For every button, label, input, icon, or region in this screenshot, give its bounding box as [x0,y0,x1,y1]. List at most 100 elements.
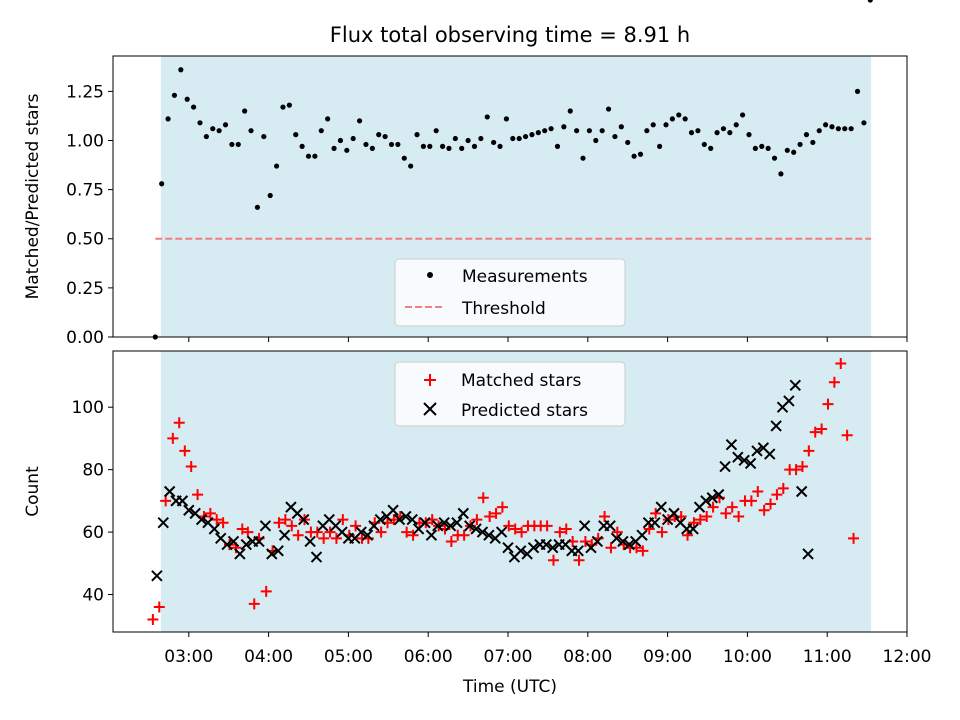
bottom-x-tick-label: 11:00 [803,647,852,667]
measurement-point [446,145,452,151]
measurement-point [293,132,299,138]
measurement-point [650,122,656,128]
measurement-point [369,145,375,151]
predicted-star-point [208,523,221,535]
bottom-x-axis-label: Time (UTC) [462,677,557,697]
measurement-point [503,116,510,122]
matched-star-point [292,529,304,541]
predicted-star-point [387,504,399,516]
legend-predicted-label: Predicted stars [461,401,588,421]
matched-star-point [573,554,585,566]
matched-star-point [217,517,229,529]
legend-measurements-marker [427,272,433,278]
matched-star-point [350,520,362,532]
matched-star-point [445,535,457,547]
bottom-legend: Matched stars Predicted stars [394,361,626,427]
predicted-star-point [655,501,667,513]
matched-star-point [496,501,508,513]
predicted-star-point [355,526,367,538]
predicted-star-point [649,517,661,529]
measurement-point [631,153,637,159]
matched-star-point [375,526,387,538]
measurement-point [695,128,701,134]
measurement-point [746,132,752,138]
matched-star-point [318,532,330,544]
matched-star-point [167,432,179,444]
matched-star-point [752,486,764,497]
measurement-point [235,141,241,148]
matched-star-point [637,545,649,557]
predicted-star-point [636,529,648,541]
measurement-point [784,147,790,153]
bottom-x-tick-label: 06:00 [404,647,453,667]
legend-measurements-label: Measurements [462,267,588,287]
measurement-point [190,104,197,110]
matched-star-point [260,585,272,597]
measurement-point [356,118,363,124]
measurement-point [848,126,854,132]
measurement-point [586,128,593,134]
matched-star-point [701,510,713,522]
predicted-star-point [451,517,463,529]
top-y-tick-label: 1.25 [66,82,104,102]
matched-star-point [707,501,719,513]
measurement-point [184,96,190,102]
measurement-point [171,92,178,98]
matched-star-point [579,535,591,547]
predicted-star-point [259,520,272,532]
predicted-star-point [546,541,559,554]
bottom-x-tick-label: 10:00 [723,647,772,667]
matched-star-point [211,514,223,526]
predicted-star-point [719,460,731,473]
matched-star-point [745,495,757,507]
predicted-star-point [240,538,252,551]
matched-star-point [796,461,808,473]
predicted-star-point [406,513,418,526]
legend-threshold-label: Threshold [461,299,546,319]
measurement-point [867,0,873,3]
predicted-star-point [604,520,616,532]
matched-star-point [407,529,419,541]
matched-star-point [248,598,260,610]
matched-star-point [765,498,777,510]
bottom-y-axis-label: Count [23,466,43,517]
matched-star-point [509,523,521,535]
top-y-tick-label: 1.00 [66,131,104,151]
matched-star-point [204,507,216,519]
matched-star-point [650,507,662,519]
matched-star-point [605,542,617,554]
matched-star-point [822,398,834,410]
predicted-star-point [432,520,444,532]
predicted-star-point [419,517,431,529]
predicted-star-point [617,535,629,548]
matched-star-point [324,526,336,538]
measurement-point [286,102,292,108]
predicted-star-point [393,513,406,526]
predicted-star-point [591,535,604,548]
predicted-star-point [783,395,795,407]
predicted-star-point [470,523,482,535]
measurement-point [497,143,503,149]
predicted-star-point [578,520,591,532]
predicted-star-point [444,520,457,532]
top-y-tick-label: 0.75 [66,181,104,201]
measurement-point [465,137,471,144]
predicted-star-point [425,529,438,541]
predicted-star-point [310,551,323,563]
measurement-point [561,124,567,130]
matched-star-point [311,526,323,538]
measurement-point [618,124,624,130]
predicted-star-point [304,535,316,548]
measurement-point [612,133,618,140]
predicted-star-point [789,379,801,392]
matched-star-point [720,507,732,519]
matched-star-point [337,514,349,526]
matched-star-point [147,614,159,626]
predicted-star-point [706,492,718,504]
predicted-star-point [732,451,744,463]
predicted-star-point [700,495,712,507]
matched-star-point [490,507,502,519]
measurement-point [797,141,803,148]
measurement-point [803,132,810,138]
predicted-star-point [278,529,291,541]
